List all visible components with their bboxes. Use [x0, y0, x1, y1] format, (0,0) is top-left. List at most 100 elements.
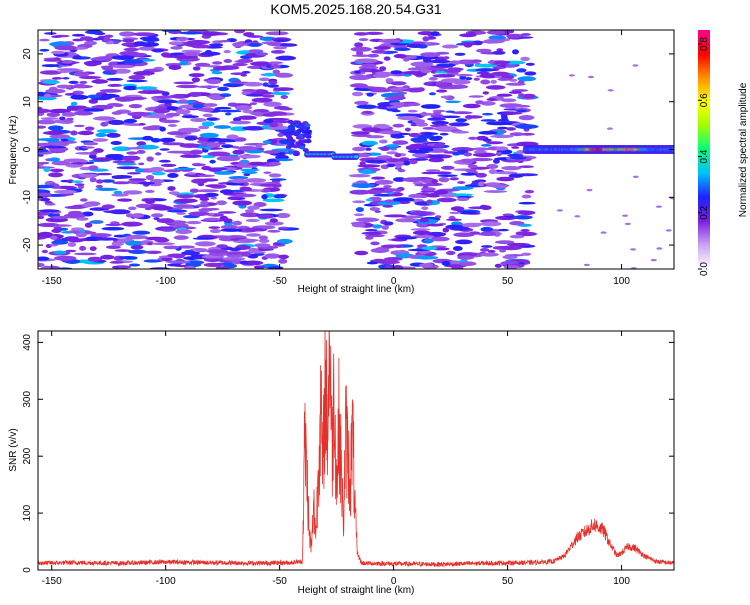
- heatmap-cell: [262, 198, 285, 203]
- heatmap-cell: [508, 91, 522, 94]
- heatmap-cell: [111, 146, 132, 152]
- heatmap-cell: [428, 76, 438, 81]
- heatmap-cell: [506, 127, 516, 131]
- heatmap-cell: [470, 59, 482, 63]
- heatmap-cell: [244, 178, 267, 183]
- heatmap-cell: [126, 45, 138, 48]
- heatmap-cell: [425, 169, 441, 172]
- heatmap-cell: [71, 33, 85, 37]
- heatmap-cell: [74, 124, 85, 128]
- heatmap-cell: [227, 196, 241, 200]
- heatmap-cell: [241, 251, 251, 257]
- heatmap-cell: [497, 228, 509, 232]
- heatmap-cell: [152, 205, 173, 211]
- heatmap-cell: [103, 36, 111, 43]
- heatmap-cell: [181, 49, 203, 53]
- heatmap-cell: [271, 138, 278, 144]
- heatmap-cell: [190, 118, 207, 122]
- heatmap-cell: [263, 101, 282, 107]
- heatmap-cell: [40, 198, 51, 202]
- heatmap-cell: [246, 233, 261, 237]
- heatmap-cell: [151, 213, 164, 218]
- heatmap-cell: [365, 159, 387, 164]
- heatmap-cell: [512, 49, 519, 55]
- heatmap-cell: [434, 142, 445, 148]
- heatmap-cell: [436, 89, 448, 93]
- heatmap-cell: [201, 121, 215, 127]
- heatmap-cell: [83, 142, 99, 146]
- heatmap-cell: [192, 66, 201, 71]
- heatmap-cell: [51, 160, 71, 166]
- heatmap-cell: [404, 127, 411, 132]
- heatmap-cell: [180, 154, 202, 158]
- heatmap-cell: [288, 142, 295, 146]
- heatmap-cell: [145, 174, 155, 181]
- heatmap-cell: [43, 58, 62, 62]
- heatmap-cell: [304, 129, 310, 134]
- heatmap-cell: [490, 79, 497, 84]
- heatmap-cell: [274, 72, 293, 78]
- heatmap-cell: [354, 70, 361, 74]
- heatmap-cell: [361, 231, 382, 235]
- heatmap-cell: [420, 111, 428, 117]
- heatmap-cell: [449, 211, 461, 215]
- heatmap-cell: [166, 150, 191, 154]
- heatmap-cell: [457, 255, 475, 260]
- heatmap-cell: [45, 88, 66, 94]
- heatmap-cell: [226, 254, 244, 258]
- heatmap-cell: [244, 209, 255, 213]
- heatmap-cell: [254, 243, 271, 248]
- heatmap-cell: [64, 236, 79, 241]
- heatmap-cell: [378, 39, 401, 43]
- heatmap-cell: [110, 221, 120, 225]
- heatmap-cell: [392, 197, 415, 203]
- heatmap-cell: [606, 127, 613, 130]
- heatmap-cell: [39, 70, 63, 75]
- heatmap-cell: [275, 55, 297, 61]
- heatmap-cell: [160, 119, 180, 124]
- heatmap-cell: [445, 218, 463, 221]
- heatmap-cell: [448, 122, 470, 127]
- heatmap-cell: [197, 108, 214, 112]
- heatmap-cell: [428, 157, 445, 163]
- heatmap-cell: [521, 252, 532, 256]
- heatmap-cell: [371, 49, 388, 54]
- heatmap-cell: [167, 186, 176, 191]
- heatmap-cell: [574, 215, 581, 218]
- heatmap-cell: [459, 261, 477, 267]
- heatmap-cell: [420, 104, 441, 109]
- heatmap-cell: [426, 199, 433, 204]
- heatmap-cell: [452, 186, 474, 191]
- heatmap-cell: [268, 80, 278, 85]
- heatmap-cell: [73, 111, 94, 116]
- heatmap-cell: [480, 231, 496, 236]
- heatmap-cell: [117, 61, 126, 65]
- heatmap-cell: [204, 146, 212, 150]
- heatmap-cell: [430, 236, 450, 242]
- heatmap-cell: [159, 148, 170, 151]
- heatmap-cell: [119, 256, 138, 260]
- heatmap-cell: [377, 201, 401, 206]
- heatmap-cell: [430, 31, 440, 36]
- heatmap-cell: [202, 254, 218, 259]
- heatmap-cell: [457, 266, 464, 269]
- heatmap-cell: [177, 127, 201, 133]
- heatmap-cell: [206, 142, 220, 148]
- heatmap-cell: [50, 235, 58, 240]
- heatmap-cell: [421, 171, 439, 175]
- heatmap-cell: [205, 184, 222, 188]
- heatmap-cell: [299, 145, 306, 150]
- heatmap-cell: [112, 181, 131, 185]
- heatmap-cell: [57, 70, 71, 73]
- heatmap-cell: [68, 80, 79, 84]
- heatmap-cell: [383, 188, 403, 192]
- heatmap-cell: [188, 211, 210, 217]
- heatmap-cell: [45, 202, 56, 206]
- heatmap-cell: [71, 227, 85, 231]
- heatmap-cell: [159, 137, 176, 143]
- heatmap-cell: [195, 189, 220, 193]
- heatmap-cell: [92, 138, 109, 142]
- heatmap-cell: [128, 206, 137, 211]
- heatmap-cell: [490, 134, 514, 138]
